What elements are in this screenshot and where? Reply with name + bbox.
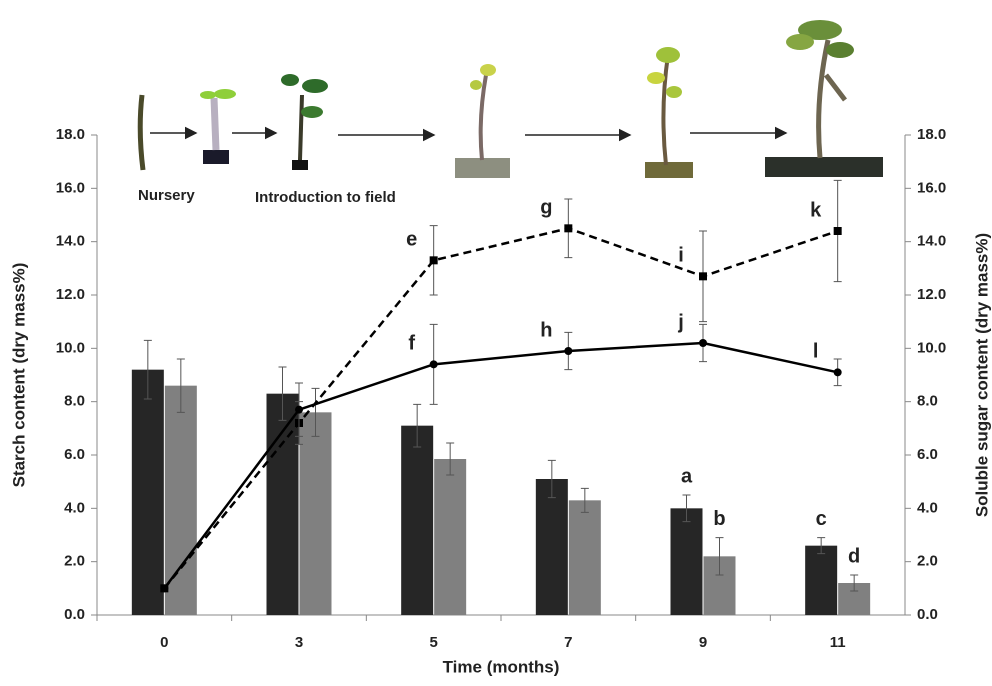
stage-illustrations — [150, 133, 786, 135]
y-tick-label: 8.0 — [64, 393, 85, 410]
plant-pictures — [140, 20, 883, 178]
y-tick-label: 16.0 — [56, 179, 85, 196]
y2-tick-label: 10.0 — [917, 339, 946, 356]
bar — [401, 426, 433, 615]
y2-tick-label: 4.0 — [917, 499, 938, 516]
chart: Nursery Introduction to field Time (mont… — [0, 0, 992, 686]
bar — [671, 508, 703, 615]
marker — [564, 224, 572, 232]
significance-letter: d — [848, 545, 860, 567]
bar — [569, 500, 601, 615]
significance-letter: e — [406, 229, 417, 251]
stage-label: Nursery — [138, 187, 195, 204]
bar — [536, 479, 568, 615]
y-tick-label: 10.0 — [56, 339, 85, 356]
y-tick-label: 14.0 — [56, 233, 85, 250]
significance-letter: b — [713, 508, 725, 530]
significance-letter: j — [677, 311, 684, 333]
y-tick-label: 18.0 — [56, 126, 85, 143]
bar — [267, 394, 299, 615]
y-tick-label: 6.0 — [64, 446, 85, 463]
x-tick-label: 11 — [830, 634, 846, 651]
marker — [430, 360, 438, 368]
y2-axis-label: Soluble sugar content (dry mass%) — [972, 233, 991, 517]
significance-letter: h — [540, 319, 552, 341]
y2-tick-label: 18.0 — [917, 126, 946, 143]
y2-tick-label: 0.0 — [917, 606, 938, 623]
y-axis-label: Starch content (dry mass%) — [9, 263, 28, 488]
significance-letter: i — [678, 245, 684, 267]
marker — [430, 256, 438, 264]
significance-letter: c — [816, 508, 827, 530]
marker — [295, 406, 303, 414]
x-axis-label: Time (months) — [443, 657, 560, 676]
marker — [834, 368, 842, 376]
bar — [132, 370, 164, 615]
bar — [300, 412, 332, 615]
y-tick-label: 0.0 — [64, 606, 85, 623]
x-tick-label: 3 — [295, 634, 303, 651]
y2-tick-label: 6.0 — [917, 446, 938, 463]
marker — [160, 584, 168, 592]
significance-letter: a — [681, 465, 693, 487]
line — [164, 228, 837, 588]
y-tick-label: 2.0 — [64, 553, 85, 570]
y2-tick-label: 16.0 — [917, 179, 946, 196]
significance-letter: l — [813, 341, 819, 363]
y-tick-label: 12.0 — [56, 286, 85, 303]
marker — [564, 347, 572, 355]
significance-letter: k — [810, 199, 822, 221]
y2-tick-label: 12.0 — [917, 286, 946, 303]
x-tick-label: 5 — [429, 634, 437, 651]
y2-tick-label: 8.0 — [917, 393, 938, 410]
significance-letter: g — [540, 197, 552, 219]
marker — [834, 227, 842, 235]
significance-letter: f — [408, 333, 415, 355]
y2-tick-label: 14.0 — [917, 233, 946, 250]
y2-tick-label: 2.0 — [917, 553, 938, 570]
marker — [699, 272, 707, 280]
stage-label: Introduction to field — [255, 189, 396, 206]
x-tick-label: 0 — [160, 634, 168, 651]
x-tick-label: 9 — [699, 634, 707, 651]
marker — [699, 339, 707, 347]
x-tick-label: 7 — [564, 634, 572, 651]
y-tick-label: 4.0 — [64, 499, 85, 516]
bar — [434, 459, 466, 615]
bar — [805, 546, 837, 615]
